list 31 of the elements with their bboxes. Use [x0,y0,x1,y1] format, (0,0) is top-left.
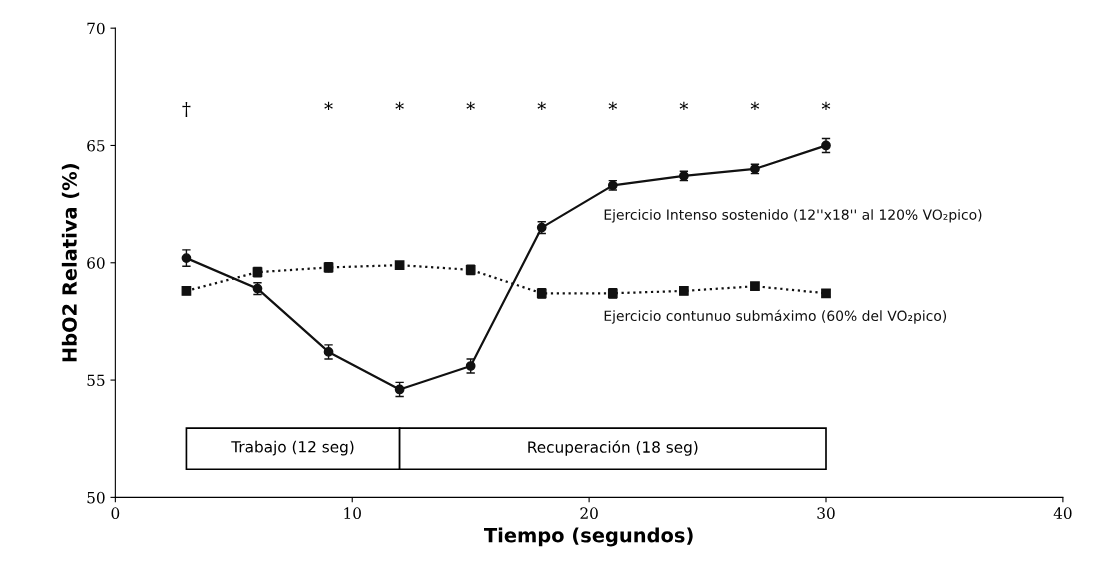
annotation: * [324,101,333,111]
y-tick-label: 70 [87,22,105,35]
x-tick-label: 0 [111,507,120,519]
y-tick-label: 50 [87,491,105,504]
y-axis-title: HbO2 Relativa (%) [61,164,80,362]
y-tick-label: 55 [87,374,105,387]
x-tick-label: 30 [817,507,835,519]
x-tick-label: 40 [1053,507,1072,519]
point [679,286,689,296]
annotation: * [466,101,475,111]
y-tick-label: 65 [87,139,105,152]
annotation: * [679,101,689,111]
point [181,286,192,296]
annotation: * [608,101,618,111]
annotation: † [182,102,191,118]
y-tick-label: 60 [87,257,105,269]
point [181,253,192,263]
annotation: Trabajo (12 seg) [231,440,354,456]
point [821,288,831,299]
x-axis-title: Tiempo (segundos) [484,527,693,547]
annotation: * [537,101,546,111]
x-tick-label: 20 [580,507,598,519]
series-label: Ejercicio Intenso sostenido (12''x18'' al 120% VO₂pico) [604,209,982,223]
annotation: Recuperación (18 seg) [528,440,698,456]
annotation: * [395,101,404,111]
point [750,281,760,292]
series-label: Ejercicio contunuo submáximo (60% del VO₂pico) [604,309,947,324]
x-tick-label: 10 [344,507,361,519]
point [394,260,405,270]
annotation: * [750,101,760,111]
annotation: * [821,101,831,111]
